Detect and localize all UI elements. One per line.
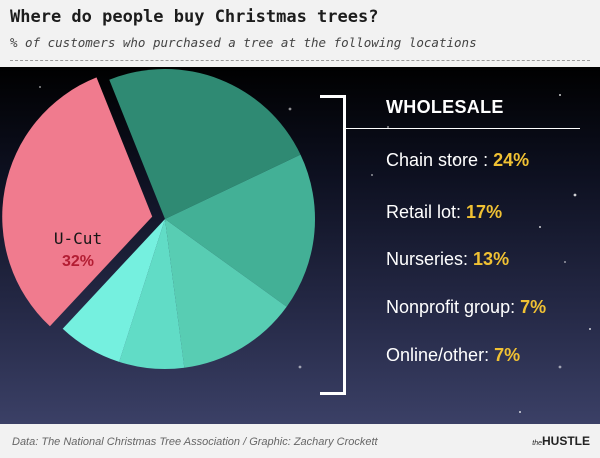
star — [387, 126, 389, 128]
legend-value: 24% — [493, 150, 530, 170]
group-title-rule — [346, 128, 580, 129]
legend-label: Online/other — [386, 345, 485, 365]
hustle-logo: theHUSTLE — [532, 434, 590, 448]
star — [558, 365, 562, 369]
pie-slice-retail-lot — [165, 154, 315, 307]
legend-item-online-other: Online/other: 7% — [386, 345, 521, 365]
pie-slice-nonprofit-group — [119, 219, 185, 369]
star — [288, 107, 292, 111]
legend-label: Nurseries — [386, 249, 464, 269]
group-title-wholesale: WHOLESALE — [386, 97, 504, 117]
group-bracket-top — [320, 95, 346, 98]
header-divider — [10, 60, 590, 61]
star — [573, 193, 577, 197]
legend-value: 17% — [466, 202, 503, 222]
chart-subtitle: % of customers who purchased a tree at t… — [10, 35, 477, 50]
legend-value: 7% — [494, 345, 521, 365]
group-bracket — [343, 95, 346, 395]
star — [371, 174, 373, 176]
pie-slice-u-cut — [2, 77, 153, 327]
pie-chart — [2, 69, 591, 413]
star — [298, 365, 302, 369]
star — [589, 328, 591, 330]
star — [539, 226, 541, 228]
legend-label: Chain store — [386, 150, 479, 170]
logo-prefix: the — [532, 440, 542, 447]
legend-item-retail-lot: Retail lot: 17% — [386, 202, 503, 222]
legend-label: Retail lot — [386, 202, 457, 222]
slice-value-u-cut: 32% — [61, 253, 95, 270]
group-bracket-bottom — [320, 392, 346, 395]
chart-title: Where do people buy Christmas trees? — [10, 7, 379, 27]
legend-value: 7% — [520, 297, 547, 317]
star — [559, 94, 561, 96]
star — [519, 411, 521, 413]
logo-text: HUSTLE — [542, 434, 590, 448]
pie-slice-nurseries — [165, 219, 287, 368]
pie-slice-online-other — [62, 219, 166, 362]
chart-panel: U-Cut 32% WHOLESALE Chain store : 24% Re… — [0, 67, 600, 424]
legend-item-nurseries: Nurseries: 13% — [386, 249, 510, 269]
star — [564, 261, 566, 263]
pie-slices — [2, 69, 315, 369]
pie-slice-chain-store — [109, 69, 301, 219]
star-field — [39, 86, 591, 413]
star — [453, 157, 457, 161]
star — [496, 309, 498, 311]
legend-item-chain-store: Chain store : 24% — [386, 150, 530, 170]
legend-label: Nonprofit group — [386, 297, 511, 317]
source-credit: Data: The National Christmas Tree Associ… — [12, 436, 378, 448]
legend-value: 13% — [473, 249, 510, 269]
slice-label-u-cut: U-Cut — [53, 229, 103, 248]
star — [39, 86, 41, 88]
legend-item-nonprofit-group: Nonprofit group: 7% — [386, 297, 547, 317]
